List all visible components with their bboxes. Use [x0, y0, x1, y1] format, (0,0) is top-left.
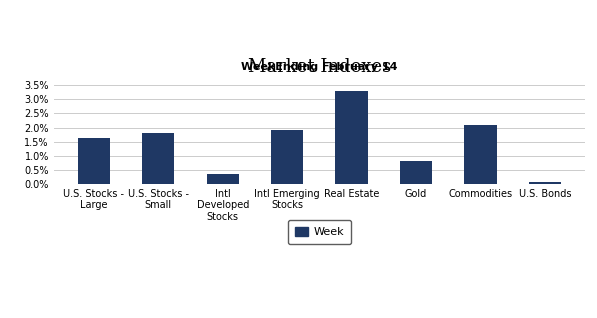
Text: WeekEnding February 14: WeekEnding February 14	[241, 62, 398, 72]
Bar	[207, 175, 239, 184]
Bar	[336, 91, 368, 184]
Bar	[142, 133, 174, 184]
Bar	[529, 182, 561, 184]
Legend: Week: Week	[288, 220, 351, 244]
Bar	[78, 138, 110, 184]
Bar	[400, 161, 432, 184]
Bar	[271, 129, 303, 184]
Title: Market Indexes: Market Indexes	[248, 58, 391, 76]
Bar	[464, 125, 497, 184]
